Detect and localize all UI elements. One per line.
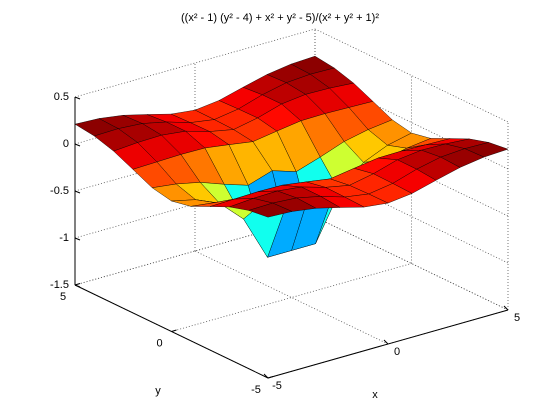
- y-axis-label: y: [155, 385, 161, 397]
- grid-line: [194, 250, 389, 345]
- chart-title: ((x² - 1) (y² - 4) + x² + y² - 5)/(x² + …: [181, 12, 379, 24]
- x-tick-label: -5: [272, 380, 282, 392]
- x-tick: [383, 339, 389, 345]
- y-tick: [74, 283, 81, 286]
- grid-line: [171, 263, 412, 332]
- x-axis-label: x: [372, 389, 378, 401]
- z-tick-label: -1.5: [50, 279, 69, 291]
- y-tick: [171, 329, 177, 332]
- x-tick: [263, 373, 269, 379]
- y-tick-label: -5: [251, 384, 261, 396]
- z-tick: [74, 237, 81, 241]
- x-tick: [503, 305, 509, 311]
- y-tick-label: 0: [156, 337, 162, 349]
- z-tick: [74, 96, 81, 100]
- z-tick: [74, 284, 81, 288]
- surface-patch: [248, 202, 293, 218]
- y-tick-label: 5: [60, 291, 66, 303]
- z-tick-label: -0.5: [50, 185, 69, 197]
- grid-line: [74, 28, 316, 98]
- z-tick-label: -1: [59, 232, 69, 244]
- y-tick: [267, 376, 274, 379]
- z-tick-label: 0.5: [54, 91, 69, 103]
- z-tick: [74, 143, 81, 147]
- x-tick-label: 5: [514, 312, 520, 324]
- z-tick-label: 0: [63, 138, 69, 150]
- x-tick-label: 0: [394, 346, 400, 358]
- z-tick: [74, 190, 81, 194]
